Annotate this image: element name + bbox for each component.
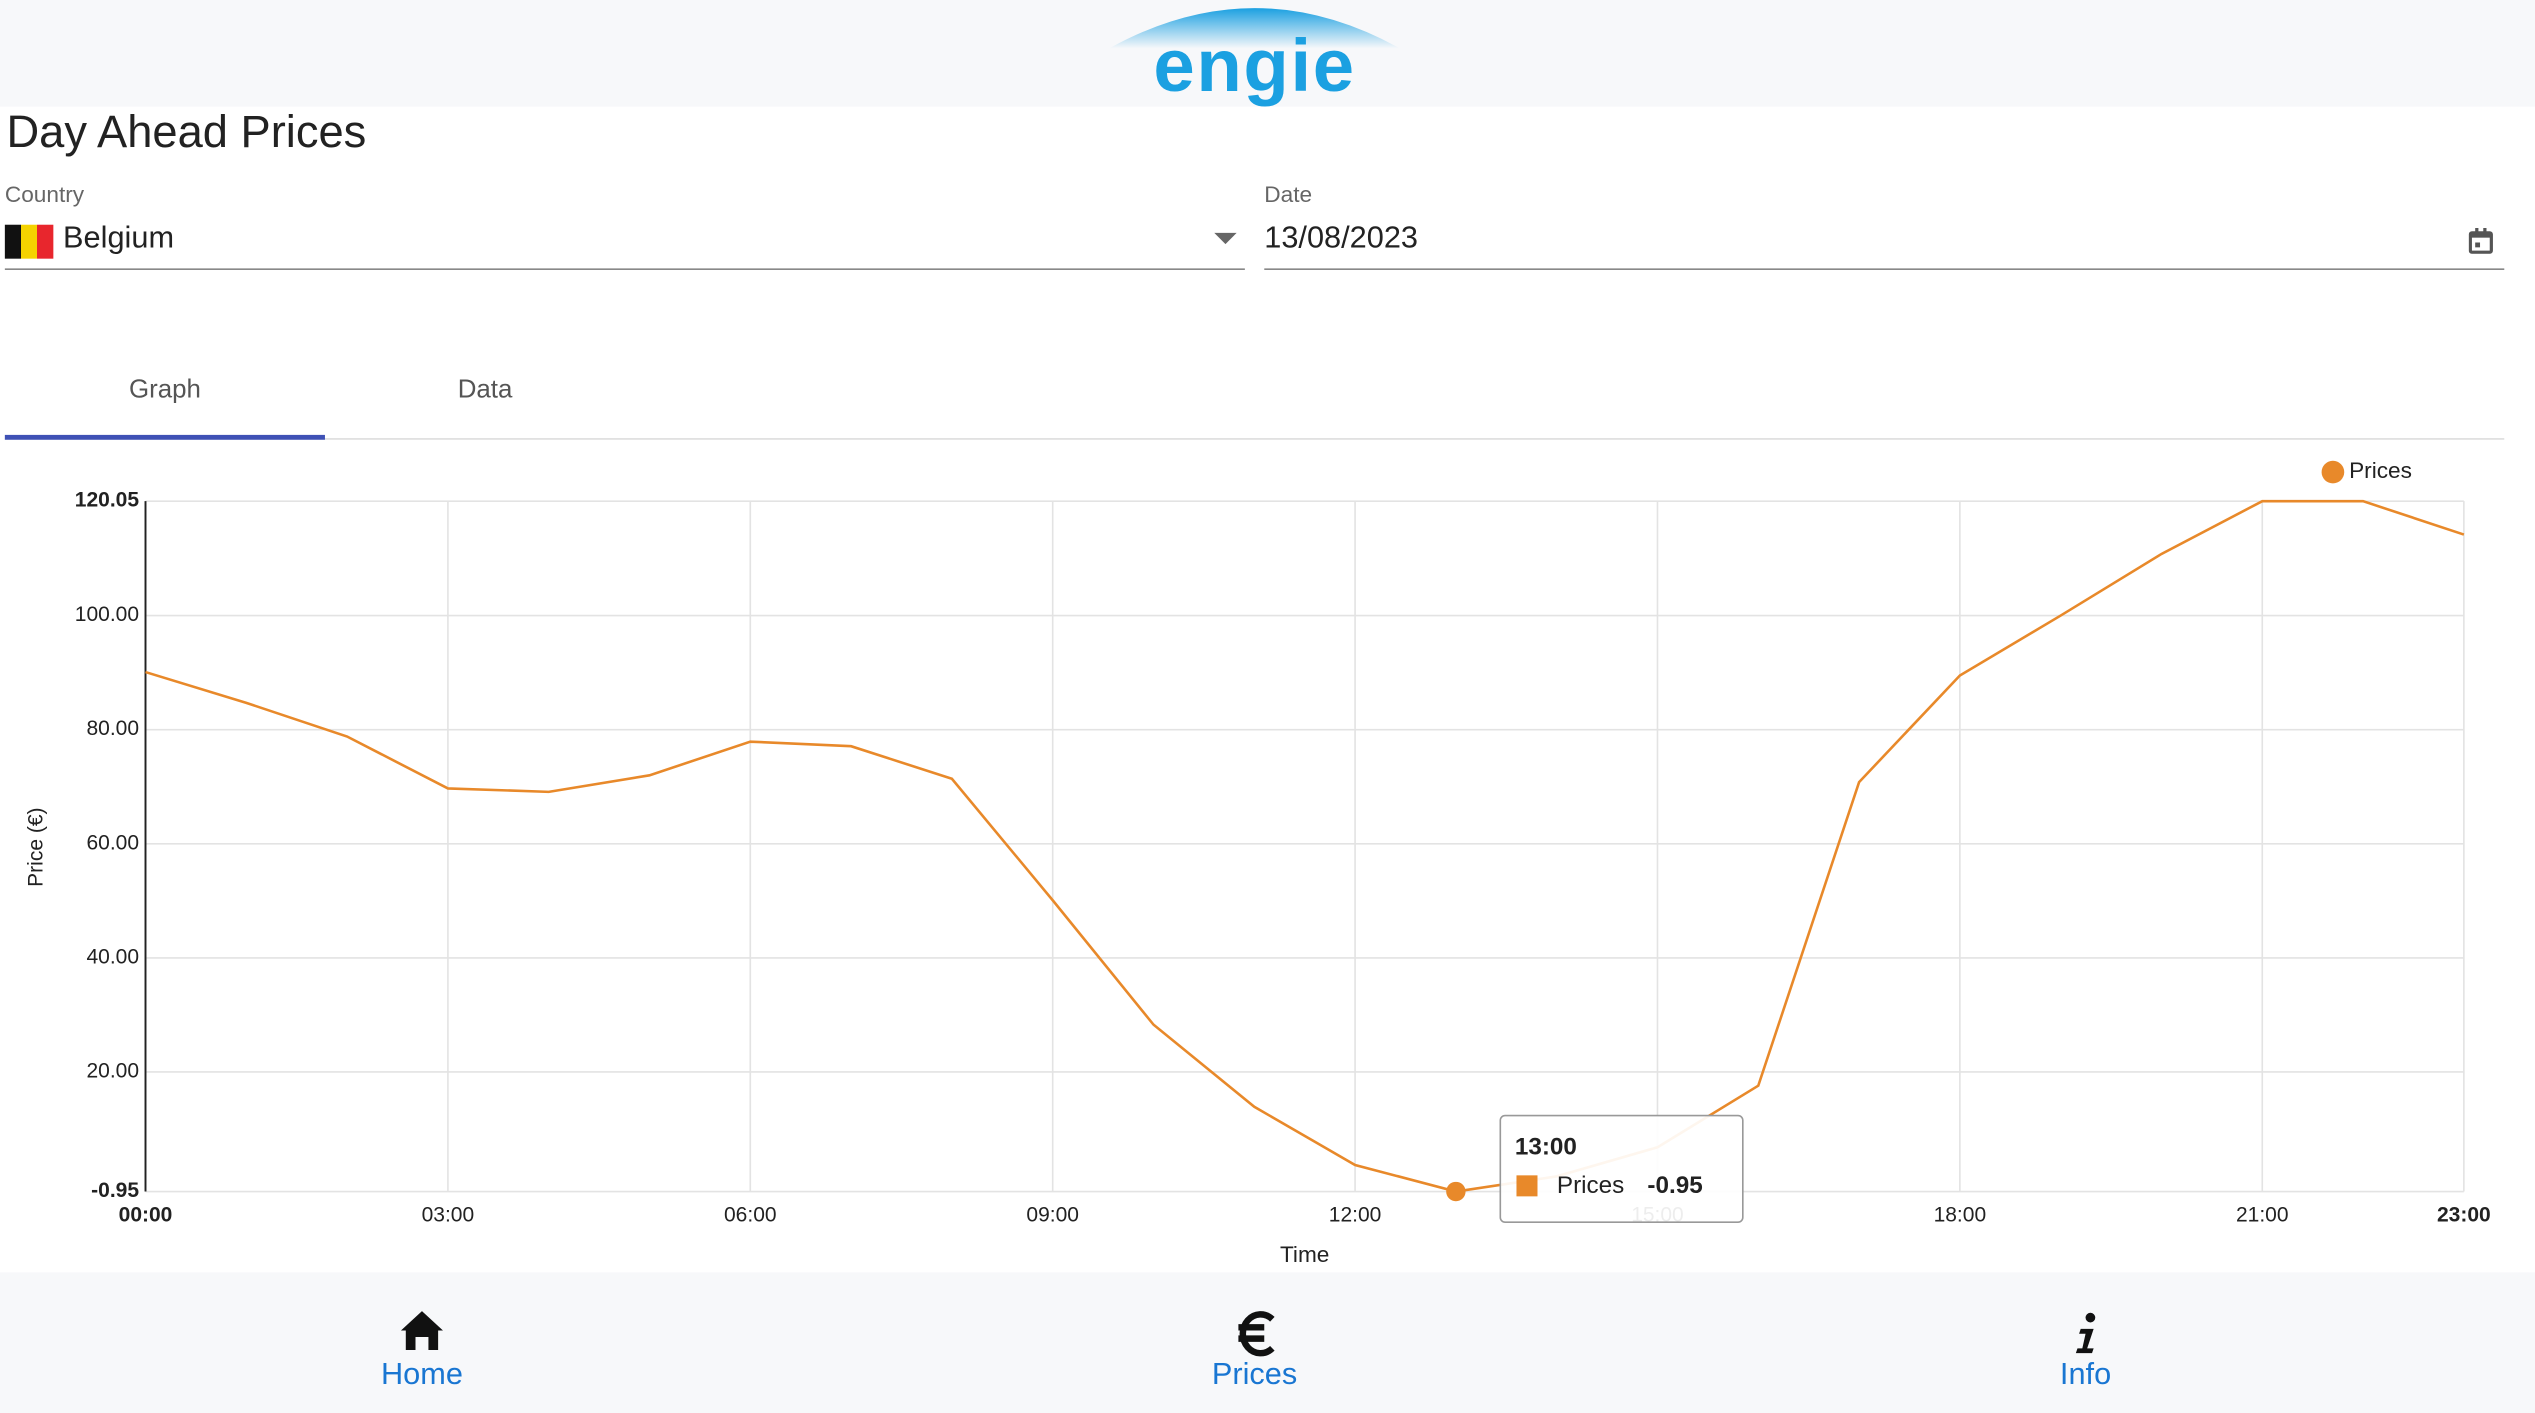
y-axis-label: Price (€) [25, 807, 48, 886]
date-value[interactable]: 13/08/2023 [1264, 221, 1419, 256]
y-tick-label: 20.00 [86, 1060, 139, 1083]
logo-text: engie [1153, 24, 1355, 107]
legend-marker [2321, 460, 2345, 484]
flag [4, 224, 54, 259]
price-line [145, 499, 2465, 1193]
country-label: Country [4, 181, 85, 207]
country-value[interactable]: Belgium [63, 221, 175, 256]
tab[interactable]: Data [457, 376, 513, 405]
y-tick-label: 100.00 [75, 603, 139, 626]
tooltip-title: 13:00 [1515, 1133, 1577, 1160]
header: engie [0, 0, 2535, 107]
tooltip-marker [1516, 1175, 1538, 1197]
tab[interactable]: Graph [128, 376, 201, 405]
tooltip-value: -0.95 [1647, 1172, 1702, 1199]
x-tick-label: 03:00 [422, 1203, 475, 1226]
home-icon[interactable] [400, 1311, 443, 1350]
y-tick-label: 60.00 [86, 831, 139, 854]
x-tick-label: 12:00 [1329, 1203, 1382, 1226]
hover-point [1446, 1181, 1466, 1202]
tab-divider [4, 438, 2505, 440]
y-tick-label: -0.95 [91, 1179, 139, 1202]
x-axis-label: Time [1280, 1242, 1329, 1267]
underline [1264, 268, 2505, 270]
x-tick-label: 23:00 [2437, 1203, 2491, 1226]
bottom-nav: Home Prices Info [0, 1272, 2535, 1413]
tooltip-box [1499, 1114, 1744, 1224]
underline [4, 268, 1245, 270]
x-tick-label: 21:00 [2236, 1203, 2289, 1226]
chart: -0.95 20.00 40.00 60.00 80.00 100.00 120.05 00:… [25, 458, 2491, 1267]
info-icon[interactable] [2075, 1312, 2096, 1354]
logo: engie [1109, 8, 1401, 107]
y-tick-label: 80.00 [86, 717, 139, 740]
y-tick-label: 40.00 [86, 945, 139, 968]
logo-arc [1109, 8, 1401, 49]
x-tick-label: 00:00 [119, 1203, 173, 1226]
nav-home[interactable]: Home [380, 1358, 463, 1392]
nav-icons [400, 1311, 2096, 1357]
dropdown-arrow[interactable] [1214, 232, 1237, 246]
y-tick-label: 120.05 [75, 489, 140, 512]
nav-prices[interactable]: Prices [1211, 1358, 1298, 1392]
x-tick-label: 18:00 [1934, 1203, 1987, 1226]
date-label: Date [1264, 181, 1313, 207]
page-title: Day Ahead Prices [6, 106, 367, 157]
calendar-icon[interactable] [2468, 227, 2493, 254]
tooltip-series: Prices [1557, 1172, 1624, 1199]
tab-indicator [4, 434, 325, 440]
x-tick-label: 09:00 [1026, 1203, 1079, 1226]
legend-label: Prices [2349, 458, 2412, 483]
euro-icon[interactable] [1238, 1311, 1275, 1357]
nav-info[interactable]: Info [2059, 1358, 2112, 1392]
x-tick-label: 06:00 [724, 1203, 777, 1226]
